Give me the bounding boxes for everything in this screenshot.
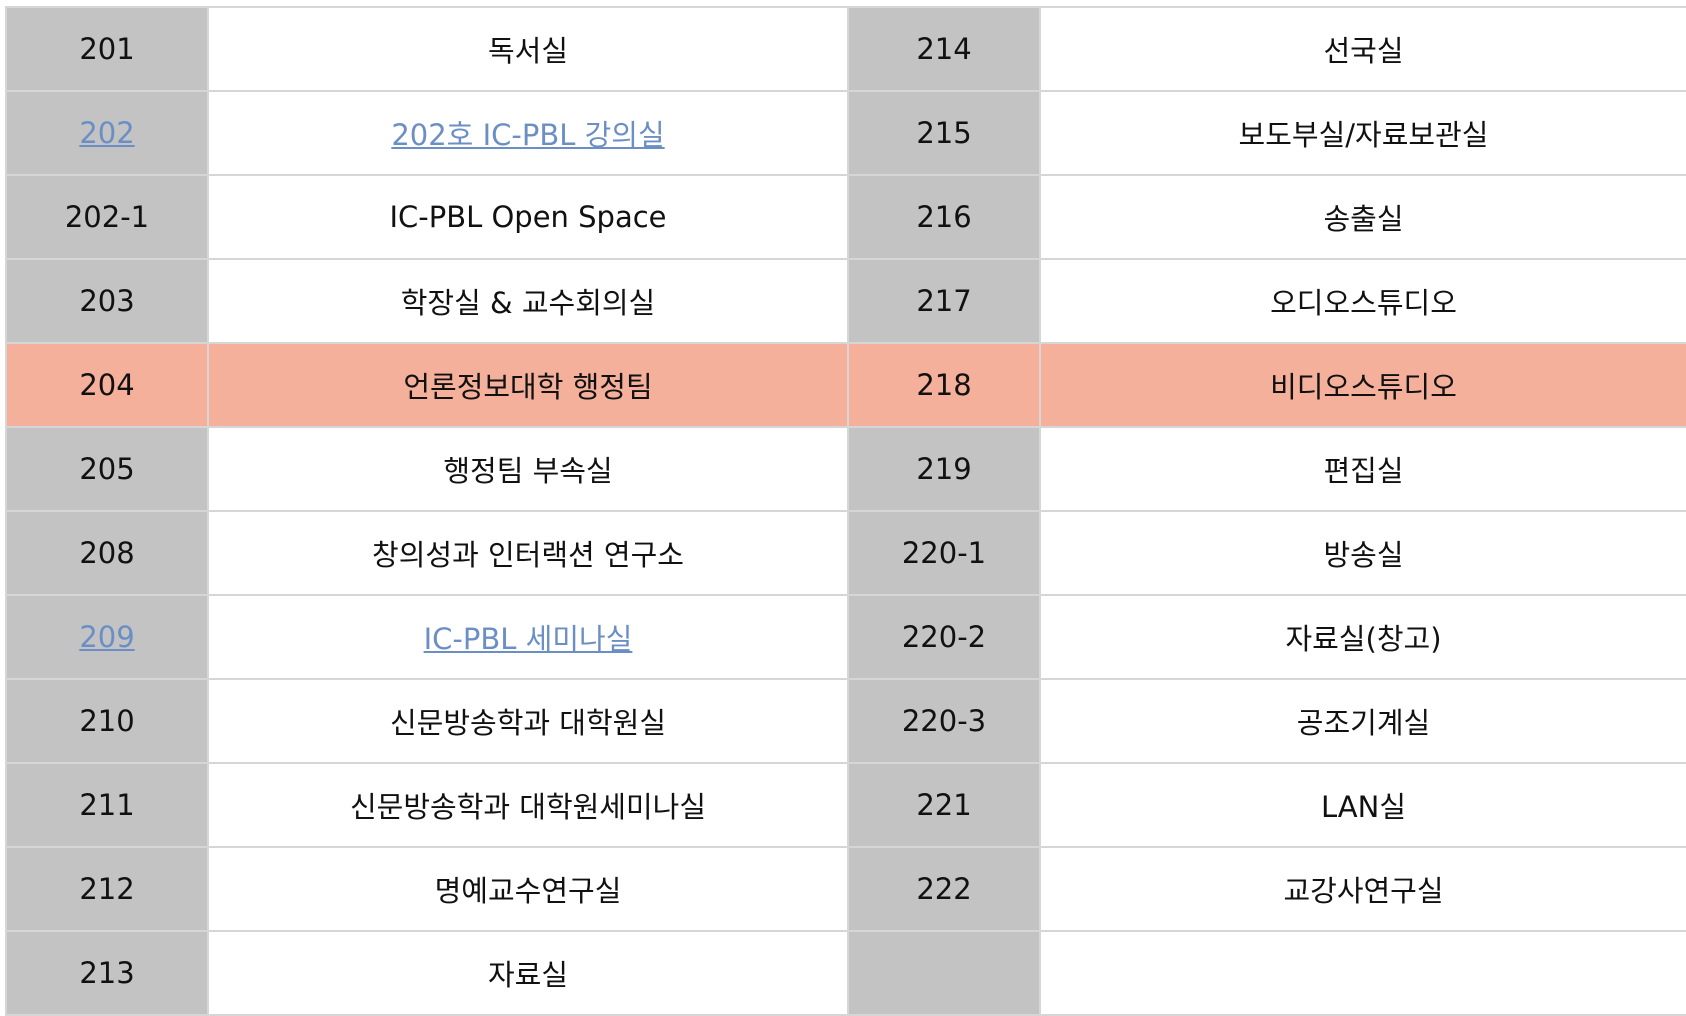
table-row: 204 언론정보대학 행정팀 218 비디오스튜디오 — [5, 342, 1686, 428]
room-name-cell: 학장실 & 교수회의실 — [207, 258, 849, 344]
room-name-cell: IC-PBL 세미나실 — [207, 594, 849, 680]
room-name-cell: 송출실 — [1039, 174, 1686, 260]
room-name-cell: 신문방송학과 대학원실 — [207, 678, 849, 764]
room-name-cell-link[interactable]: IC-PBL 세미나실 — [423, 622, 633, 656]
table-row: 211 신문방송학과 대학원세미나실 221 LAN실 — [5, 762, 1686, 848]
room-name-cell: 교강사연구실 — [1039, 846, 1686, 932]
room-number-cell: 201 — [5, 6, 209, 92]
room-number-cell: 202 — [5, 90, 209, 176]
table-row: 213 자료실 — [5, 930, 1686, 1016]
room-number-cell: 202-1 — [5, 174, 209, 260]
room-name-cell: 신문방송학과 대학원세미나실 — [207, 762, 849, 848]
room-number-cell: 213 — [5, 930, 209, 1016]
room-name-cell: 언론정보대학 행정팀 — [207, 342, 849, 428]
room-number-cell: 220-1 — [847, 510, 1041, 596]
room-name-cell: 행정팀 부속실 — [207, 426, 849, 512]
room-name-cell: 명예교수연구실 — [207, 846, 849, 932]
room-directory-table: 201 독서실 214 선국실 202 202호 IC-PBL 강의실 215 보도부실/자료… — [5, 6, 1686, 1016]
room-name-cell-link[interactable]: 202호 IC-PBL 강의실 — [391, 118, 665, 152]
room-number-cell: 215 — [847, 90, 1041, 176]
room-number-cell: 217 — [847, 258, 1041, 344]
room-number-cell: 222 — [847, 846, 1041, 932]
room-name-cell: 202호 IC-PBL 강의실 — [207, 90, 849, 176]
room-name-cell: 창의성과 인터랙션 연구소 — [207, 510, 849, 596]
room-name-cell: 비디오스튜디오 — [1039, 342, 1686, 428]
room-name-cell: IC-PBL Open Space — [207, 174, 849, 260]
room-number-cell: 204 — [5, 342, 209, 428]
room-name-cell — [1039, 930, 1686, 1016]
room-number-cell: 211 — [5, 762, 209, 848]
table-row: 203 학장실 & 교수회의실 217 오디오스튜디오 — [5, 258, 1686, 344]
room-number-cell: 208 — [5, 510, 209, 596]
room-number-cell: 221 — [847, 762, 1041, 848]
room-name-cell: 보도부실/자료보관실 — [1039, 90, 1686, 176]
room-table-body: 201 독서실 214 선국실 202 202호 IC-PBL 강의실 215 보도부실/자료… — [5, 6, 1686, 1016]
room-name-cell: 자료실 — [207, 930, 849, 1016]
room-number-cell: 214 — [847, 6, 1041, 92]
table-row: 209 IC-PBL 세미나실 220-2 자료실(창고) — [5, 594, 1686, 680]
room-name-cell: 공조기계실 — [1039, 678, 1686, 764]
room-number-cell: 209 — [5, 594, 209, 680]
table-row: 208 창의성과 인터랙션 연구소 220-1 방송실 — [5, 510, 1686, 596]
room-name-cell: 편집실 — [1039, 426, 1686, 512]
room-name-cell: 독서실 — [207, 6, 849, 92]
table-row: 212 명예교수연구실 222 교강사연구실 — [5, 846, 1686, 932]
room-number-cell: 220-2 — [847, 594, 1041, 680]
room-number-cell-link[interactable]: 202 — [79, 116, 135, 150]
table-row: 201 독서실 214 선국실 — [5, 6, 1686, 92]
room-number-cell-link[interactable]: 209 — [79, 620, 135, 654]
room-number-cell: 220-3 — [847, 678, 1041, 764]
room-number-cell: 203 — [5, 258, 209, 344]
table-row: 205 행정팀 부속실 219 편집실 — [5, 426, 1686, 512]
room-number-cell: 210 — [5, 678, 209, 764]
room-name-cell: 방송실 — [1039, 510, 1686, 596]
table-row: 202 202호 IC-PBL 강의실 215 보도부실/자료보관실 — [5, 90, 1686, 176]
room-number-cell: 205 — [5, 426, 209, 512]
room-name-cell: 선국실 — [1039, 6, 1686, 92]
table-row: 202-1 IC-PBL Open Space 216 송출실 — [5, 174, 1686, 260]
room-name-cell: 자료실(창고) — [1039, 594, 1686, 680]
table-row: 210 신문방송학과 대학원실 220-3 공조기계실 — [5, 678, 1686, 764]
room-number-cell: 216 — [847, 174, 1041, 260]
room-number-cell: 212 — [5, 846, 209, 932]
room-number-cell: 218 — [847, 342, 1041, 428]
room-number-cell: 219 — [847, 426, 1041, 512]
room-name-cell: 오디오스튜디오 — [1039, 258, 1686, 344]
room-number-cell — [847, 930, 1041, 1016]
room-name-cell: LAN실 — [1039, 762, 1686, 848]
